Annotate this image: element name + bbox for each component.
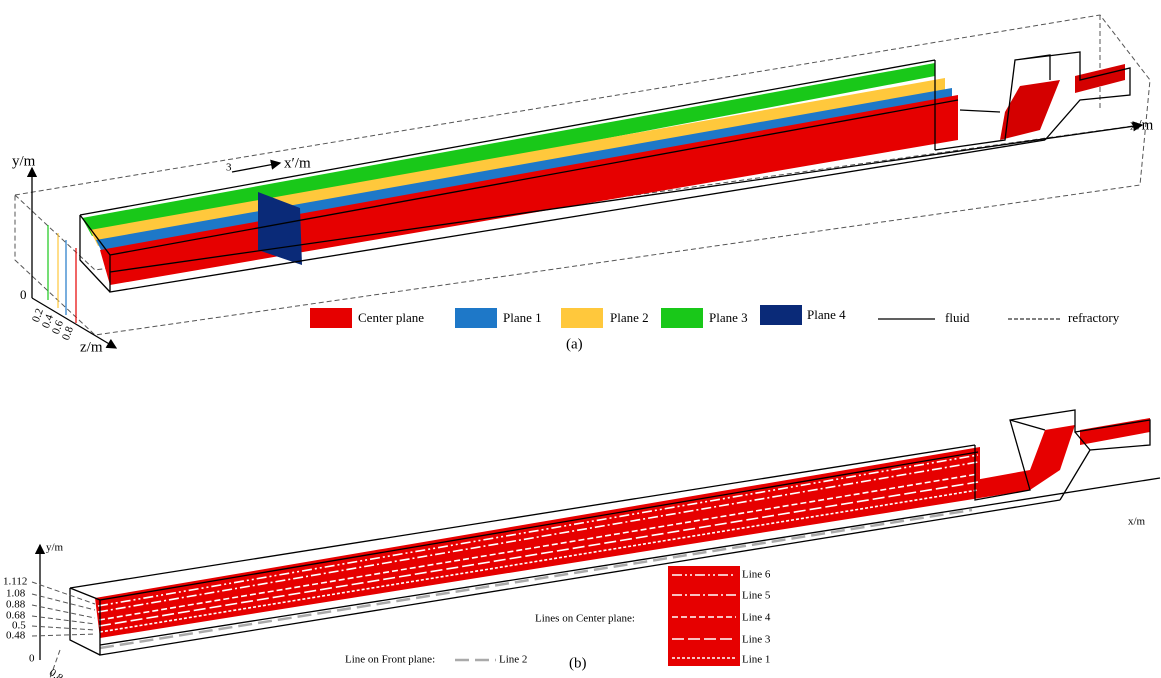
legend-box <box>668 566 740 666</box>
y-axis-label: y/m <box>12 153 36 169</box>
legend-label: Plane 1 <box>503 310 542 325</box>
line-5 <box>98 462 978 612</box>
panel-b: y/m x/m 1.112 1.08 0.88 0.68 0.5 0.48 0 … <box>3 410 1160 678</box>
legend-label: Plane 3 <box>709 310 748 325</box>
y-tick-label: 0.48 <box>6 630 26 642</box>
panel-a: y/m x′/m x/m z/m 3 0 0.2 0.4 0.6 0.8 Cen… <box>12 15 1154 355</box>
legend-swatch <box>455 308 497 328</box>
origin-label: 0 <box>20 287 27 302</box>
y-tick-label: 1.112 <box>3 576 27 588</box>
legend-label: Line 6 <box>742 569 771 581</box>
legend-label: Line 1 <box>742 654 770 666</box>
tick-leaders <box>32 582 95 678</box>
x-prime-axis <box>232 163 280 172</box>
x-prime-axis-label: x′/m <box>284 155 311 171</box>
legend-label: Line 3 <box>742 634 771 646</box>
legend-swatch <box>310 308 352 328</box>
origin-label: 0 <box>29 653 35 665</box>
z-tick: 0.8 <box>47 667 66 678</box>
legend-swatch <box>561 308 603 328</box>
center-plane <box>95 447 980 638</box>
figure: y/m x′/m x/m z/m 3 0 0.2 0.4 0.6 0.8 Cen… <box>0 0 1161 678</box>
legend-title: Line on Front plane: <box>345 654 435 666</box>
legend-label: Line 5 <box>742 590 771 602</box>
legend-label: Line 2 <box>499 654 527 666</box>
z-axis-label: z/m <box>80 339 103 355</box>
center-plane-tundish <box>975 425 1075 498</box>
legend-label: Line 4 <box>742 612 771 624</box>
caption: (a) <box>566 336 583 352</box>
marker-label: 3 <box>226 162 232 174</box>
legend-label: refractory <box>1068 310 1120 325</box>
y-axis-label: y/m <box>46 542 64 554</box>
caption: (b) <box>569 655 587 671</box>
legend-label: Plane 2 <box>610 310 649 325</box>
legend-label: fluid <box>945 310 970 325</box>
legend-swatch <box>760 305 802 325</box>
legend-label: Plane 4 <box>807 307 846 322</box>
x-axis-label: x/m <box>1130 117 1154 133</box>
legend-title: Lines on Center plane: <box>535 613 635 625</box>
legend-label: Center plane <box>358 310 424 325</box>
legend-swatch <box>661 308 703 328</box>
x-axis-label: x/m <box>1128 516 1146 528</box>
